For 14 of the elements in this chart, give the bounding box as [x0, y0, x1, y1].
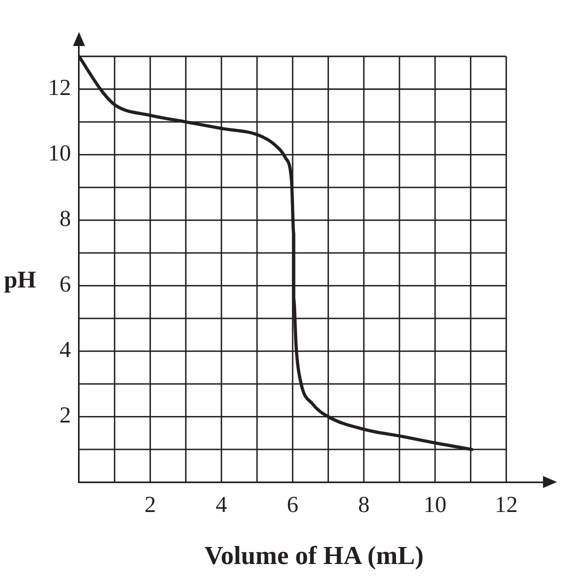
x-tick-label: 4 — [216, 492, 228, 518]
x-tick-label: 12 — [494, 492, 518, 518]
x-axis-title: Volume of HA (mL) — [204, 541, 424, 570]
y-tick-label: 12 — [48, 75, 71, 100]
x-tick-label: 8 — [358, 492, 370, 518]
x-tick-label: 6 — [286, 492, 298, 518]
y-tick-label: 4 — [60, 337, 72, 362]
y-tick-label: 6 — [60, 272, 71, 297]
y-axis-title: pH — [4, 267, 36, 294]
y-tick-label: 10 — [48, 140, 71, 166]
y-tick-label: 8 — [60, 206, 71, 232]
x-tick-label: 2 — [144, 492, 156, 518]
x-tick-label: 10 — [424, 492, 447, 518]
y-tick-label: 2 — [60, 402, 71, 428]
